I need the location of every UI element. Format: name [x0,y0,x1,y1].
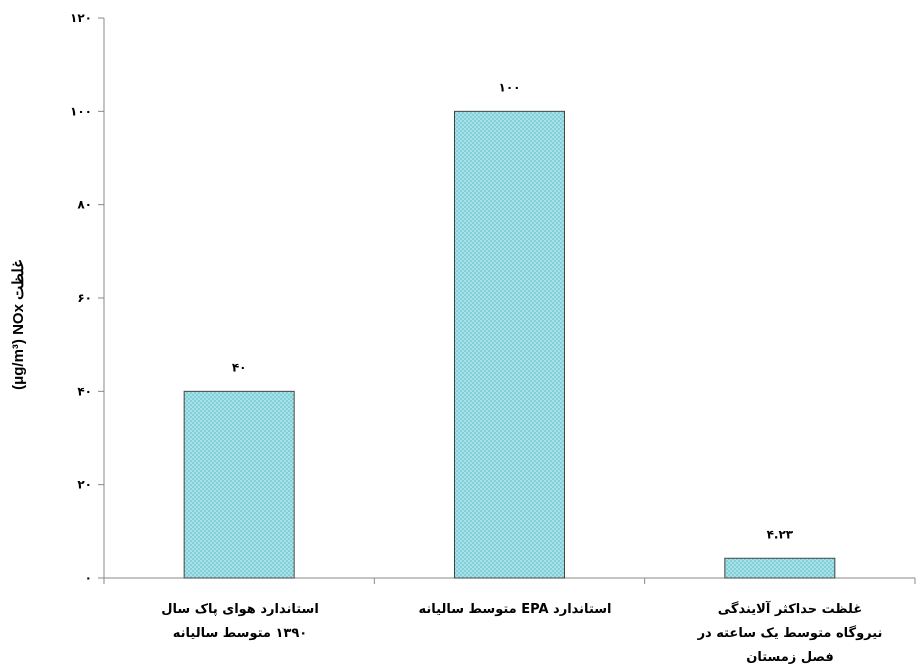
data-label: ۱۰۰ [499,80,521,94]
y-tick-label: ۴۰ [77,384,92,398]
x-category-label: استاندارد EPA متوسط سالیانه [418,602,612,617]
y-tick-label: ۱۲۰ [70,11,92,25]
y-ticks: ۰ ۲۰ ۴۰ ۶۰ ۸۰ ۱۰۰ ۱۲۰ [70,11,104,585]
y-tick-label: ۰ [85,571,92,585]
data-labels: ۴۰ ۱۰۰ ۴.۲۳ [232,80,794,541]
y-tick-label: ۱۰۰ [70,104,92,118]
data-label: ۴.۲۳ [767,527,794,541]
data-label: ۴۰ [232,360,247,374]
bar [183,390,295,579]
bar [724,557,836,579]
y-tick-label: ۲۰ [77,478,92,492]
y-tick-label: ۸۰ [77,198,92,212]
bar [454,110,565,579]
y-axis-title-text: (μg/m³) NOx غلظت [10,260,27,390]
x-category-label: غلظت حداکثر آلایندگی نیروگاه متوسط یک سا… [697,602,883,665]
bars [183,110,836,579]
x-category-label: استاندارد هوای پاک سال ۱۳۹۰ متوسط سالیان… [161,602,319,641]
y-tick-label: ۶۰ [77,291,92,305]
